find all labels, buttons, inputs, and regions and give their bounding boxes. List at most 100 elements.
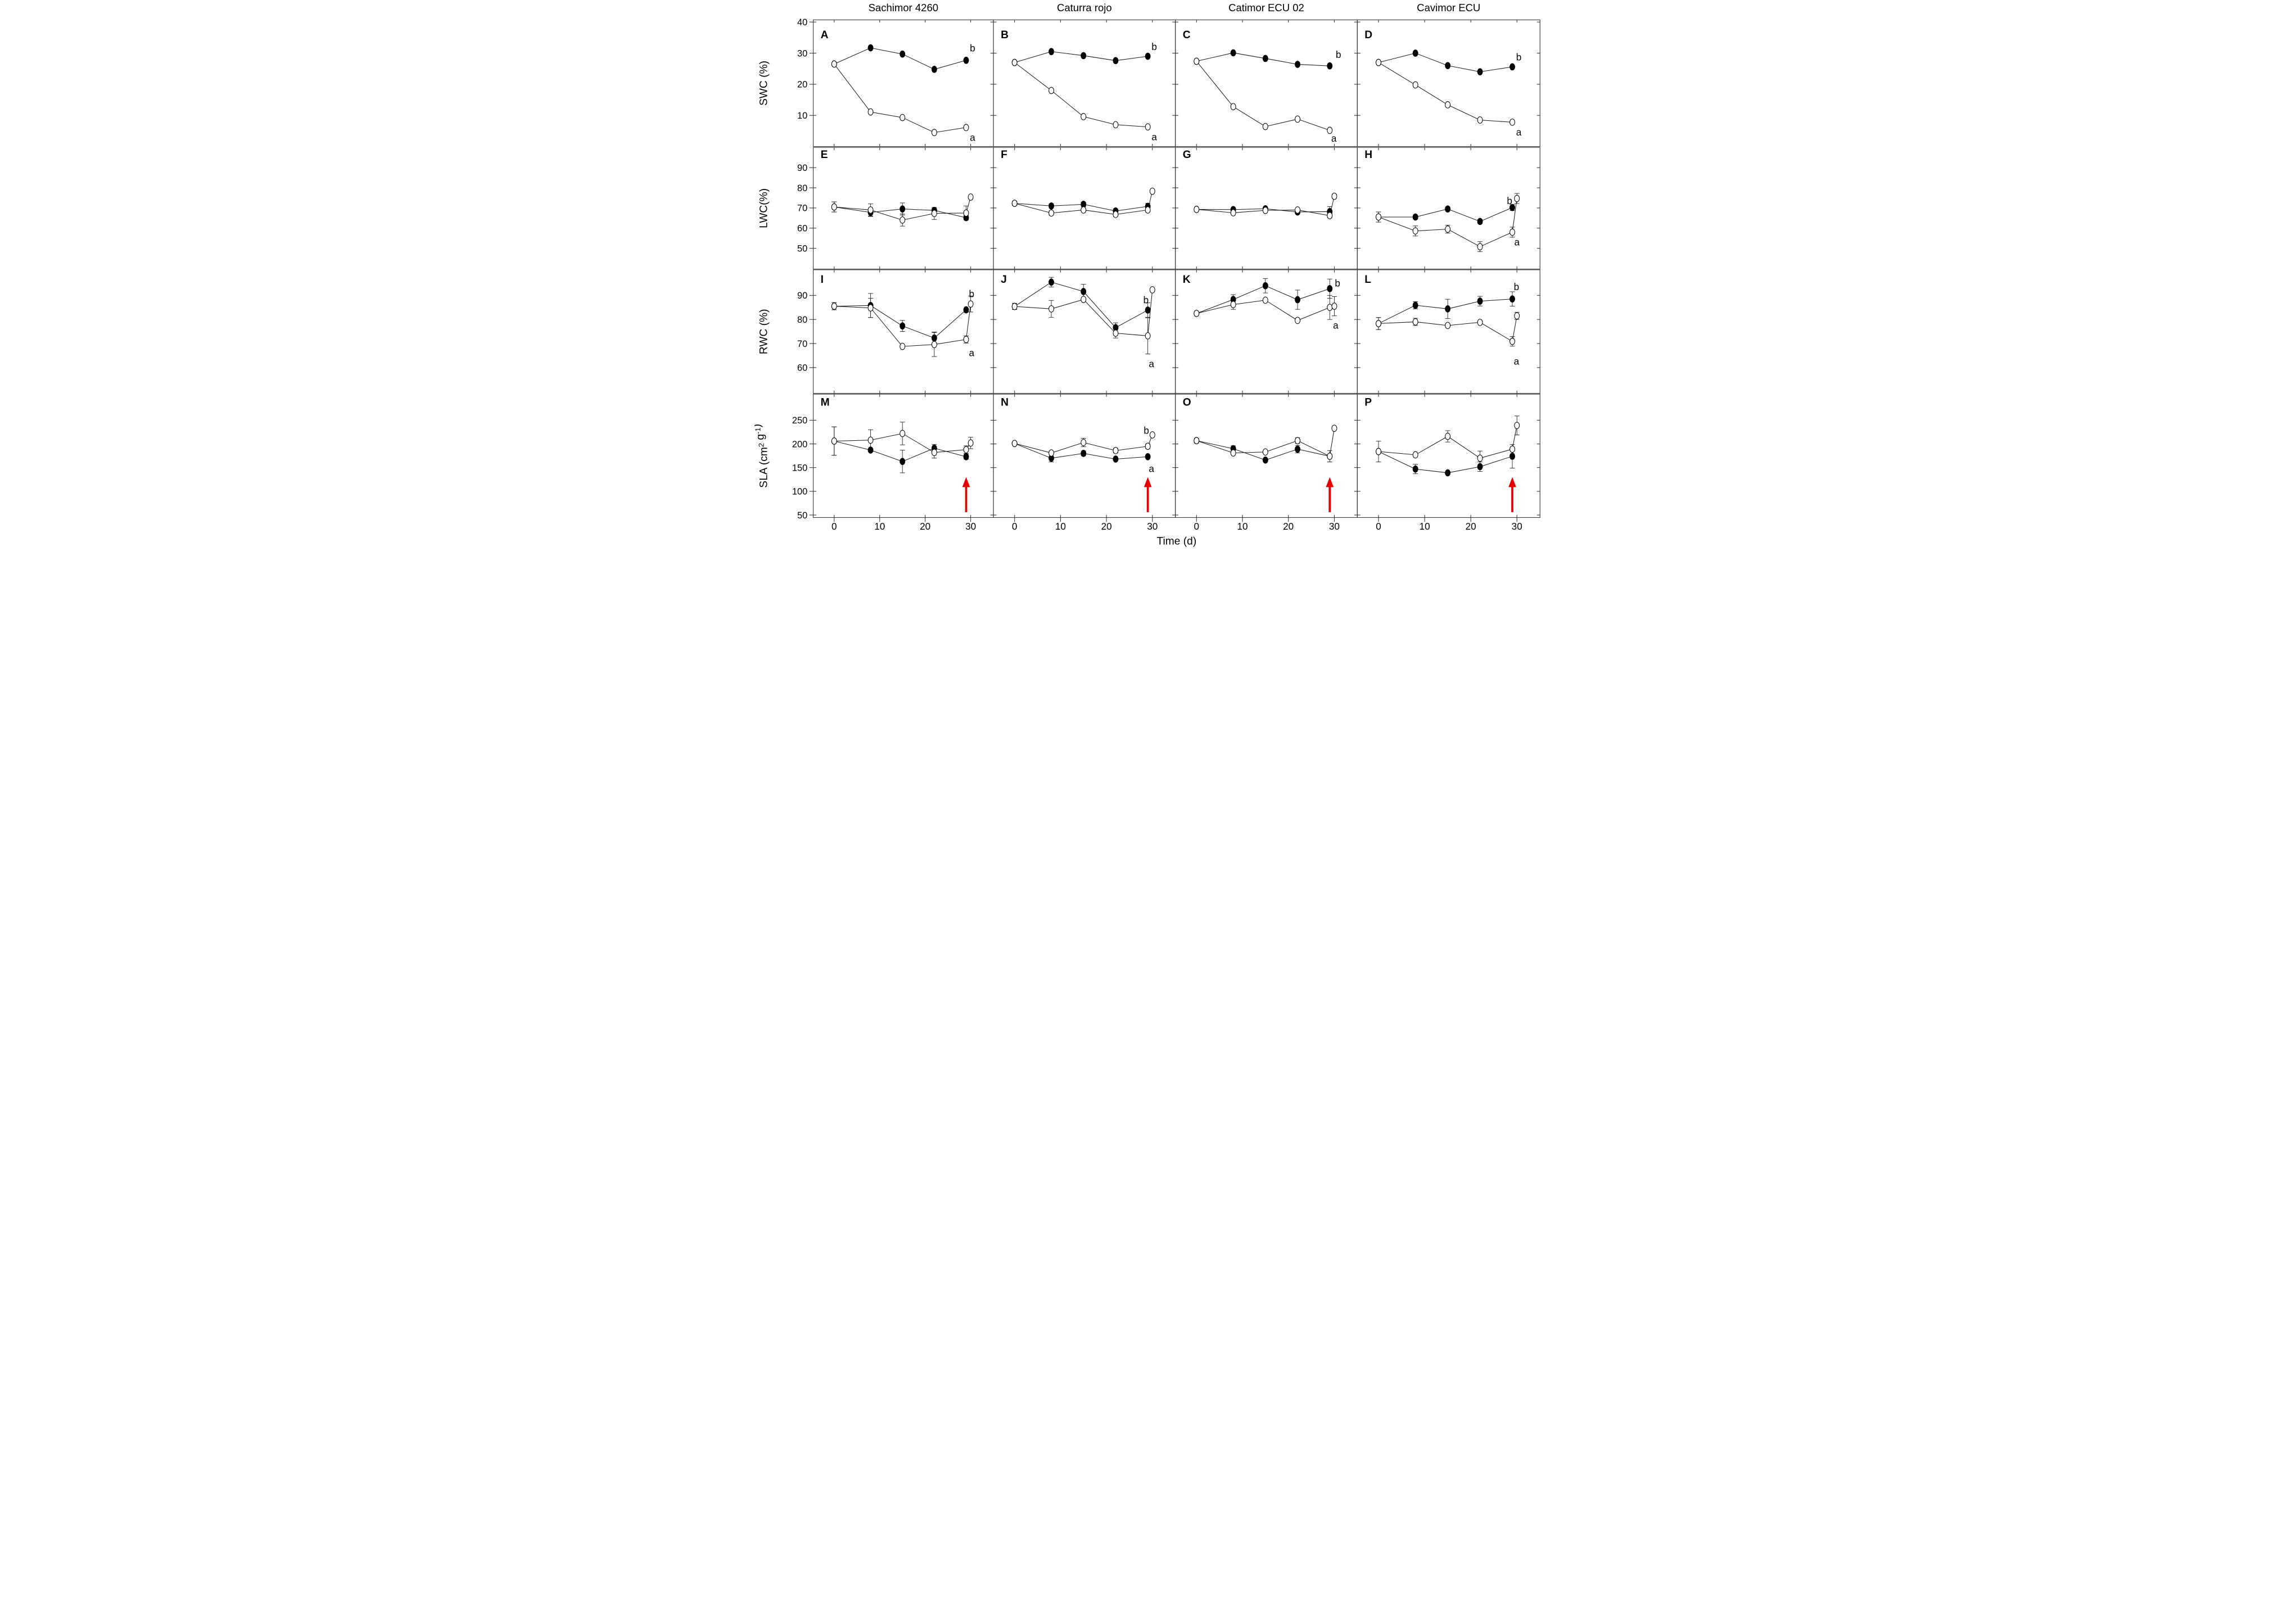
marker-filled-control [1262,456,1268,464]
panel-N: 0 10 20 30 Nb a [993,394,1176,532]
series-line [1196,428,1335,457]
y-tick-label: 80 [797,315,807,325]
marker-open-drought [1081,296,1087,303]
marker-filled-control [1477,218,1483,225]
y-tick-label: 70 [797,204,807,214]
marker-open-drought [1412,81,1418,89]
marker-filled-control [900,205,906,213]
y-tick-label: 60 [797,363,807,373]
marker-open-drought [1230,301,1236,308]
marker-open-drought [1509,119,1515,126]
marker-open-drought [1331,192,1337,200]
marker-open-drought [900,216,906,224]
marker-filled-control [1445,205,1451,213]
marker-open-drought [831,60,837,68]
y-axis-label-sla: SLA (cm2 g-1) [754,424,770,488]
marker-open-drought [1412,318,1418,326]
marker-open-drought [963,446,969,453]
marker-open-drought [931,449,937,457]
marker-open-drought [1194,437,1200,444]
panel-C: Cb a [1175,19,1358,147]
marker-filled-control [1295,296,1301,304]
marker-filled-control [900,50,906,58]
marker-open-drought [1113,446,1119,454]
marker-filled-control [1477,68,1483,76]
marker-filled-control [1048,278,1055,286]
panel-P: 0 10 20 30 P [1357,394,1540,532]
marker-open-drought [1514,312,1520,320]
series-line [1378,198,1517,247]
figure-background [754,0,1542,554]
marker-filled-control [1113,455,1119,463]
sig-label-b: b [1335,277,1340,288]
sig-label-b: b [1144,425,1149,436]
panel-letter-D: D [1364,29,1372,41]
panel-B: Bb a [993,19,1176,147]
marker-open-drought [1412,451,1418,459]
marker-open-drought [1048,209,1055,217]
marker-open-drought [1412,227,1418,235]
marker-open-drought [1376,320,1381,327]
sig-label-b: b [1514,281,1520,292]
panel-frame [1357,269,1540,394]
x-tick-label: 10 [1055,521,1066,532]
marker-open-drought [1376,448,1381,455]
y-tick-label: 50 [797,243,807,254]
marker-open-drought [931,341,937,349]
x-tick-label: 30 [1147,521,1158,532]
marker-open-drought [1113,210,1119,218]
marker-filled-control [1145,52,1151,60]
marker-filled-control [1477,463,1483,471]
panel-letter-P: P [1364,397,1372,409]
marker-open-drought [963,336,969,344]
marker-open-drought [963,124,969,132]
panel-letter-A: A [821,29,829,41]
marker-open-drought [1327,453,1333,460]
marker-open-drought [1477,454,1483,462]
panel-A: 10 20 30 40 Ab a [797,17,994,147]
marker-open-drought [931,129,937,136]
rewatering-arrow-head [1508,477,1516,487]
y-tick-label: 60 [797,224,807,234]
panel-L: Lb a [1357,269,1540,394]
marker-open-drought [1230,209,1236,216]
marker-filled-control [1327,285,1333,292]
x-tick-label: 0 [1194,521,1200,532]
marker-filled-control [1145,306,1151,314]
marker-open-drought [931,210,937,217]
marker-filled-control [1445,62,1451,69]
sig-label-a: a [1514,236,1520,247]
column-title-1: Sachimor 4260 [869,2,938,13]
marker-open-drought [867,108,874,116]
marker-open-drought [1145,443,1151,450]
y-tick-label: 20 [797,80,807,90]
sig-label-b: b [1144,294,1149,305]
marker-filled-control [1081,450,1087,457]
panel-D: Db a [1357,19,1540,147]
marker-filled-control [931,65,937,73]
rewatering-arrow-head [1144,477,1152,487]
marker-filled-control [1445,469,1451,477]
marker-open-drought [1262,206,1268,214]
marker-open-drought [1514,422,1520,430]
marker-filled-control [1509,204,1515,211]
x-tick-label: 20 [1101,521,1112,532]
panel-letter-L: L [1364,274,1371,286]
marker-open-drought [1477,116,1483,124]
series-line [834,304,971,347]
marker-open-drought [831,437,837,445]
y-tick-label: 50 [797,511,807,521]
marker-open-drought [968,300,974,308]
marker-filled-control [867,44,874,52]
marker-open-drought [1194,57,1200,65]
panel-letter-H: H [1364,149,1372,161]
x-tick-label: 20 [1283,521,1294,532]
y-tick-label: 40 [797,17,807,28]
marker-open-drought [1445,101,1451,109]
marker-filled-control [1262,55,1268,62]
marker-filled-control [1412,49,1418,57]
marker-open-drought [1194,206,1200,213]
marker-open-drought [1011,440,1018,448]
marker-open-drought [963,209,969,217]
